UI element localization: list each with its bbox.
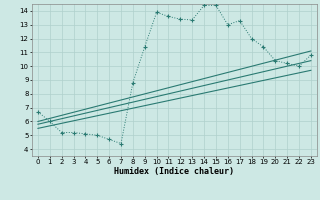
X-axis label: Humidex (Indice chaleur): Humidex (Indice chaleur) xyxy=(115,167,234,176)
